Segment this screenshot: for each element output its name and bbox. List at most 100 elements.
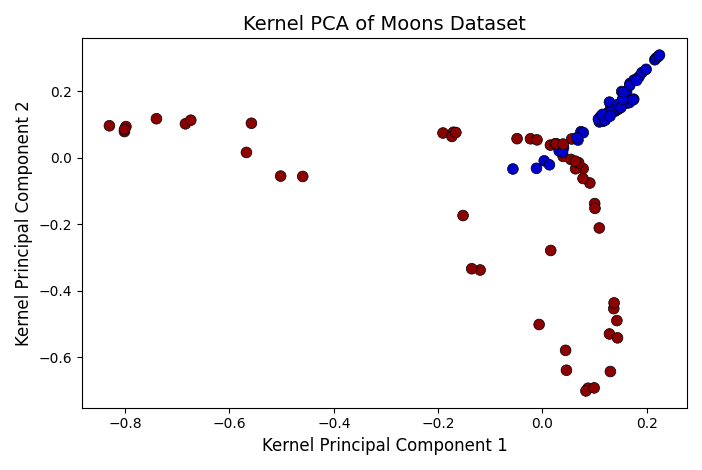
Point [618, 88, 630, 96]
Point [604, 112, 616, 120]
Point [624, 80, 635, 87]
Point [609, 107, 621, 115]
Point [640, 66, 651, 73]
Point [512, 135, 523, 142]
Point [597, 110, 608, 118]
Point [617, 95, 628, 103]
X-axis label: Kernel Principal Component 1: Kernel Principal Component 1 [262, 437, 508, 455]
Point [581, 387, 592, 395]
Point [613, 105, 624, 113]
Point [595, 113, 607, 120]
Point [437, 129, 449, 137]
Point [592, 115, 604, 123]
Point [576, 128, 587, 135]
Point [594, 224, 605, 232]
Point [570, 157, 581, 165]
Title: Kernel PCA of Moons Dataset: Kernel PCA of Moons Dataset [243, 15, 526, 34]
Point [151, 115, 162, 123]
Point [605, 368, 616, 375]
Point [624, 82, 635, 89]
Point [583, 384, 594, 392]
Point [185, 117, 197, 124]
Point [613, 101, 624, 108]
Point [531, 136, 543, 144]
Point [246, 119, 257, 127]
Point [631, 77, 642, 84]
Point [649, 56, 661, 63]
Point [570, 165, 581, 172]
Point [572, 136, 583, 144]
Point [616, 104, 627, 111]
Point [628, 96, 639, 104]
Point [508, 165, 519, 173]
Point [605, 102, 616, 109]
Point [565, 156, 576, 163]
Point [589, 200, 600, 207]
Point [600, 117, 611, 124]
Point [604, 108, 615, 116]
Point [180, 120, 191, 127]
Point [573, 159, 584, 166]
Point [557, 141, 569, 148]
Point [654, 51, 665, 59]
Point [531, 164, 542, 172]
Point [600, 114, 611, 121]
Point [566, 135, 577, 143]
Point [297, 172, 308, 180]
Point [534, 321, 545, 328]
Point [636, 69, 647, 76]
Point [577, 175, 588, 182]
Point [584, 179, 595, 187]
Point [544, 161, 555, 169]
Point [621, 99, 633, 107]
Point [571, 134, 583, 141]
Point [550, 140, 562, 148]
Point [475, 266, 486, 274]
Point [611, 317, 623, 324]
Point [578, 165, 589, 172]
Point [633, 73, 644, 81]
Point [557, 148, 568, 156]
Point [448, 128, 459, 136]
Point [604, 109, 616, 116]
Point [609, 299, 620, 306]
Point [545, 247, 557, 254]
Point [614, 101, 625, 108]
Point [628, 76, 640, 84]
Point [104, 122, 115, 130]
Point [525, 135, 536, 142]
Point [558, 144, 569, 151]
Point [119, 128, 130, 135]
Point [241, 149, 252, 156]
Point [538, 157, 550, 164]
Point [621, 88, 633, 96]
Point [120, 123, 131, 130]
Point [466, 265, 477, 273]
Point [653, 53, 664, 60]
Point [545, 141, 556, 149]
Point [560, 346, 571, 354]
Point [275, 172, 286, 180]
Point [628, 95, 640, 103]
Point [550, 140, 561, 148]
Point [594, 118, 605, 125]
Point [608, 305, 619, 313]
Point [557, 153, 569, 160]
Point [597, 118, 609, 125]
Point [450, 129, 461, 136]
Point [651, 55, 662, 62]
Point [578, 129, 589, 136]
Point [616, 88, 628, 95]
Point [623, 99, 635, 106]
Point [618, 95, 630, 102]
Point [119, 125, 130, 133]
Point [612, 334, 623, 342]
Point [604, 98, 615, 106]
Point [588, 384, 600, 392]
Point [618, 92, 630, 99]
Point [458, 212, 469, 219]
Point [446, 133, 458, 140]
Point [561, 367, 572, 374]
Y-axis label: Kernel Principal Component 2: Kernel Principal Component 2 [15, 100, 33, 346]
Point [604, 330, 615, 338]
